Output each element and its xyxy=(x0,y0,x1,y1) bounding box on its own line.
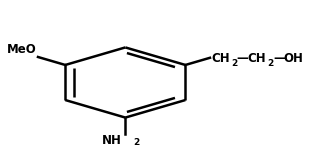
Text: NH: NH xyxy=(102,134,122,147)
Text: —: — xyxy=(237,52,248,65)
Text: 2: 2 xyxy=(268,59,274,67)
Text: —: — xyxy=(273,52,285,65)
Text: CH: CH xyxy=(248,52,266,65)
Text: OH: OH xyxy=(283,52,303,65)
Text: MeO: MeO xyxy=(7,43,36,56)
Text: CH: CH xyxy=(211,52,230,65)
Text: 2: 2 xyxy=(231,59,238,67)
Text: 2: 2 xyxy=(133,138,140,147)
